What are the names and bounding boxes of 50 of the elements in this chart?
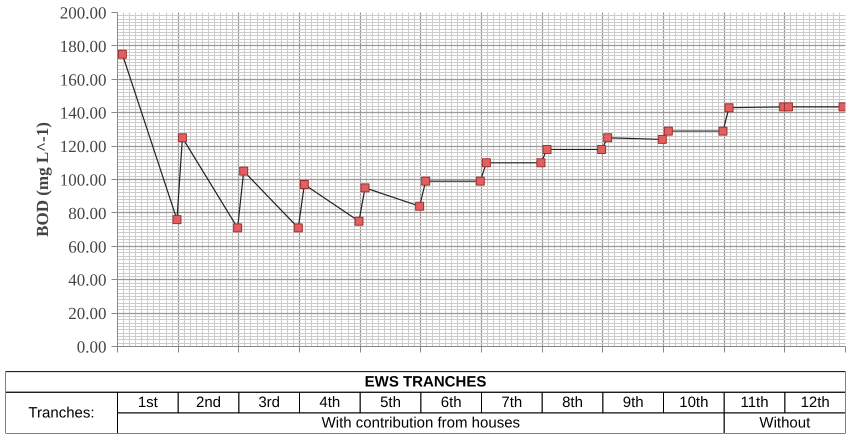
y-tick-label: 60.00 (68, 237, 106, 256)
y-tick-label: 120.00 (60, 137, 106, 156)
x-tick-label: 4th (319, 394, 340, 412)
y-tick-label: 80.00 (68, 204, 106, 223)
point (718, 126, 728, 136)
point (603, 133, 612, 142)
y-axis-title: BOD (mg L^-1) (32, 122, 52, 237)
point (118, 50, 127, 59)
x-tick-label: 10th (679, 394, 708, 412)
point (658, 134, 667, 144)
point (542, 144, 552, 154)
x-tick-label: 1st (138, 394, 159, 412)
x-tick-label: 5th (380, 394, 401, 412)
point (664, 126, 673, 136)
y-tick-label: 20.00 (68, 304, 106, 324)
x-tick-label: 2nd (196, 394, 222, 412)
text: Without (759, 414, 812, 432)
x-tick-label: 11th (740, 394, 769, 412)
point (597, 144, 606, 154)
x-tick-label: 8th (562, 394, 583, 412)
point (178, 133, 187, 142)
point (536, 158, 546, 168)
x-tick-label: 7th (501, 394, 522, 412)
point (724, 103, 734, 112)
y-tick-label: 100.00 (60, 170, 106, 190)
point (360, 183, 370, 192)
y-tick-label: 160.00 (60, 70, 106, 90)
y-tick-label: 0.00 (76, 338, 106, 356)
x-axis-title: EWS TRANCHES (364, 373, 486, 390)
x-tick-label: 12th (800, 394, 830, 412)
x-tick-label: 6th (440, 394, 462, 412)
point (784, 102, 793, 112)
point (354, 216, 364, 226)
point (476, 176, 485, 186)
text: With contribution from houses (322, 414, 520, 432)
y-tick-label: 200.00 (60, 4, 106, 22)
point (172, 215, 182, 224)
point (415, 202, 424, 211)
y-tick-label: 180.00 (60, 36, 106, 56)
point (421, 176, 430, 186)
point (233, 223, 242, 232)
text: Tranches: (28, 404, 95, 422)
y-tick-label: 140.00 (60, 104, 106, 123)
point (294, 223, 303, 232)
point (300, 180, 309, 190)
x-tick-label: 3rd (258, 394, 280, 412)
point (239, 166, 248, 176)
y-tick-label: 40.00 (68, 270, 106, 290)
x-tick-label: 9th (622, 394, 644, 412)
point (482, 158, 491, 168)
